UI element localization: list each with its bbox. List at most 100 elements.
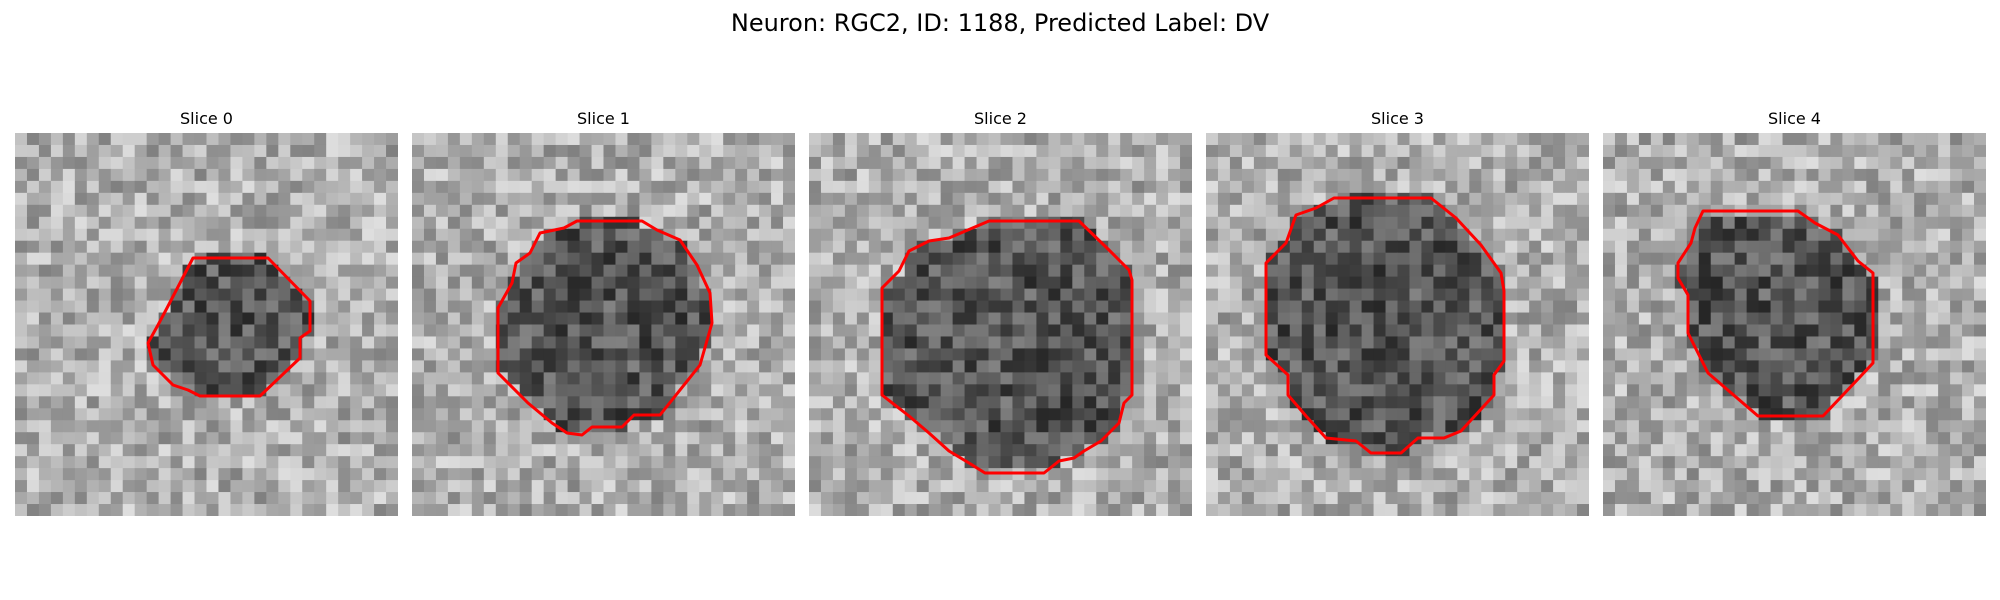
pixel [435, 276, 449, 290]
pixel [809, 480, 822, 493]
pixel [940, 156, 954, 170]
pixel [1529, 504, 1542, 516]
pixel [1337, 156, 1351, 170]
pixel [1505, 432, 1518, 445]
pixel [1926, 300, 1939, 314]
pixel [651, 156, 664, 170]
pixel [1878, 348, 1891, 361]
pixel [1746, 384, 1760, 397]
pixel [1241, 252, 1255, 266]
pixel [1445, 372, 1458, 385]
pixel [242, 324, 255, 337]
pixel [567, 144, 581, 158]
pixel [290, 204, 303, 218]
pixel [1265, 396, 1279, 409]
pixel [1048, 264, 1061, 278]
pixel [1265, 336, 1279, 349]
pixel [1842, 180, 1855, 194]
pixel [1818, 396, 1831, 409]
pixel [483, 420, 497, 433]
pixel [50, 204, 64, 218]
pixel [1409, 408, 1422, 421]
pixel [326, 180, 339, 194]
pixel [1577, 240, 1589, 254]
pixel [1830, 216, 1843, 230]
pixel [1373, 264, 1387, 278]
pixel [904, 324, 918, 337]
pixel [26, 228, 40, 242]
pixel [928, 384, 942, 397]
pixel [1674, 456, 1688, 469]
pixel [1349, 240, 1363, 254]
pixel [988, 180, 1001, 194]
pixel [964, 324, 978, 337]
pixel [435, 228, 449, 242]
pixel [723, 228, 736, 242]
pixel [1938, 156, 1951, 170]
pixel [1313, 252, 1327, 266]
pixel [1650, 276, 1664, 290]
pixel [1132, 252, 1145, 266]
pixel [1577, 252, 1589, 266]
pixel [1914, 180, 1927, 194]
pixel [374, 180, 387, 194]
pixel [1325, 216, 1339, 230]
pixel [759, 348, 772, 361]
pixel [1505, 312, 1518, 325]
pixel [146, 456, 160, 469]
pixel [230, 312, 243, 325]
pixel [1325, 133, 1339, 146]
pixel [1614, 240, 1628, 254]
pixel [579, 372, 593, 385]
pixel [1626, 444, 1640, 457]
pixel [483, 480, 497, 493]
pixel [1277, 264, 1291, 278]
pixel [1481, 504, 1494, 516]
pixel [1614, 348, 1628, 361]
pixel [158, 144, 172, 158]
pixel [86, 360, 100, 373]
pixel [74, 156, 88, 170]
pixel [1206, 444, 1219, 457]
pixel [1421, 133, 1434, 146]
pixel [928, 240, 942, 254]
pixel [158, 192, 172, 206]
pixel [1854, 228, 1867, 242]
pixel [1950, 420, 1963, 433]
pixel [615, 276, 628, 290]
pixel [1902, 384, 1915, 397]
pixel [1349, 168, 1363, 182]
pixel [723, 348, 736, 361]
pixel [374, 276, 387, 290]
pixel [338, 180, 351, 194]
pixel [362, 204, 375, 218]
pixel [1206, 396, 1219, 409]
pixel [230, 216, 243, 230]
pixel [471, 168, 485, 182]
pixel [1553, 504, 1566, 516]
pixel [1914, 444, 1927, 457]
pixel [1385, 372, 1398, 385]
pixel [242, 156, 255, 170]
pixel [1132, 432, 1145, 445]
pixel [880, 372, 894, 385]
pixel [1541, 324, 1554, 337]
pixel [182, 348, 196, 361]
pixel [1072, 300, 1085, 314]
pixel [1626, 324, 1640, 337]
pixel [1770, 444, 1784, 457]
pixel [615, 144, 628, 158]
pixel [1313, 240, 1327, 254]
pixel [1926, 336, 1939, 349]
pixel [182, 180, 196, 194]
pixel [1770, 288, 1784, 302]
pixel [832, 216, 846, 230]
pixel [374, 216, 387, 230]
pixel [1096, 396, 1109, 409]
pixel [1782, 372, 1795, 385]
pixel [1385, 384, 1398, 397]
pixel [1854, 204, 1867, 218]
pixel [1156, 348, 1169, 361]
pixel [711, 252, 724, 266]
pixel [1265, 444, 1279, 457]
